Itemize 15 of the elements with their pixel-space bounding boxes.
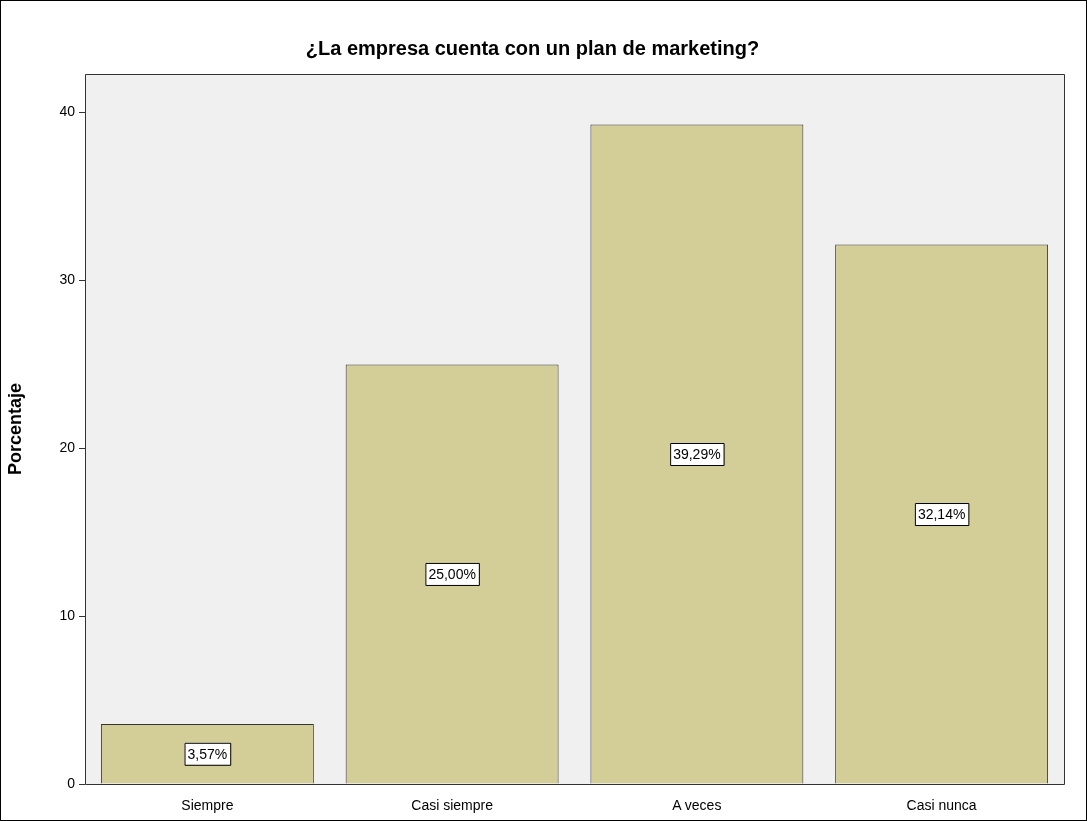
y-tick-label: 30: [59, 271, 76, 288]
data-label: 32,14%: [917, 505, 966, 522]
chart-title: ¿La empresa cuenta con un plan de marketing?: [305, 36, 760, 59]
y-tick-label: 20: [59, 439, 76, 456]
y-tick-label: 10: [59, 607, 76, 624]
x-tick-label: Casi nunca: [906, 797, 977, 814]
data-label: 25,00%: [428, 565, 476, 582]
data-label: 39,29%: [673, 445, 721, 462]
x-tick-label: A veces: [672, 797, 722, 814]
x-tick-label: Casi siempre: [411, 797, 494, 814]
data-label: 3,57%: [187, 745, 228, 762]
y-axis-title: Porcentaje: [4, 382, 25, 476]
y-tick-label: 40: [59, 103, 76, 120]
x-tick-label: Siempre: [181, 797, 234, 814]
y-tick-label: 0: [67, 774, 76, 791]
